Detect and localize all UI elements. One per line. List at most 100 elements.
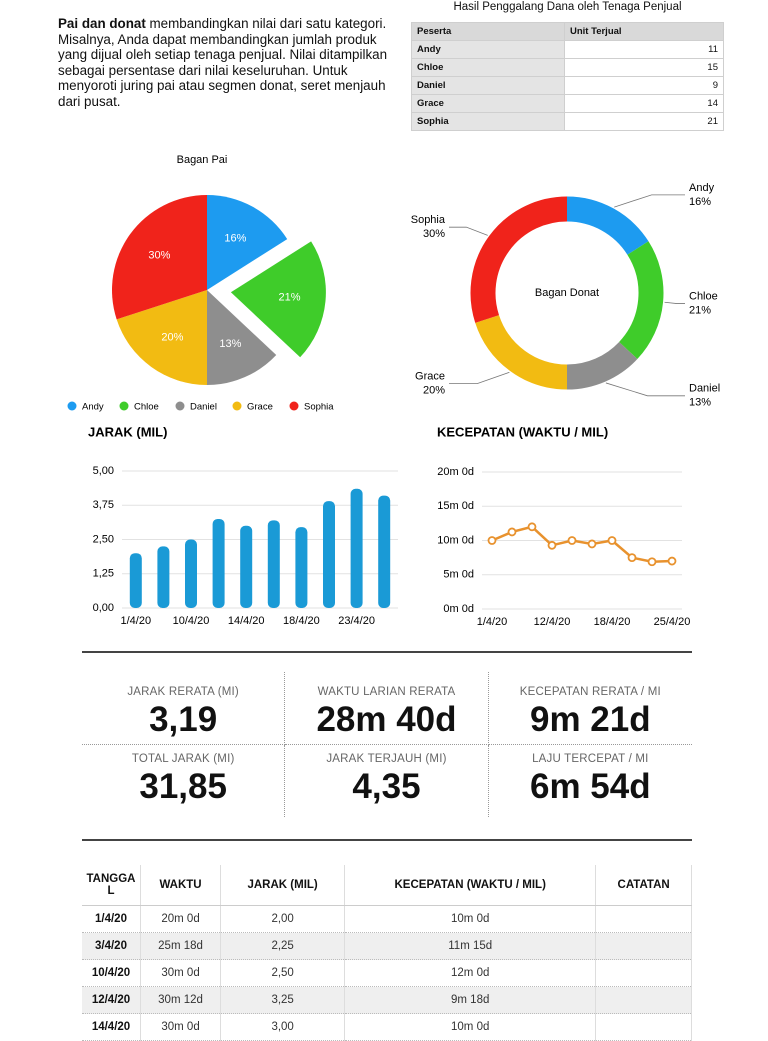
header-cell: JARAK (MIL) — [220, 865, 346, 906]
notes-cell — [595, 959, 692, 987]
table-title: Hasil Penggalang Dana oleh Tenaga Penjua… — [453, 1, 682, 13]
bar — [267, 520, 280, 608]
header-row: Peserta Unit Terjual — [411, 22, 724, 41]
pie-slice — [111, 195, 207, 320]
legend-label: Andy — [82, 402, 104, 413]
leader-line — [664, 301, 685, 304]
stat-label: KECEPATAN RERATA / MI — [519, 686, 661, 698]
pie-slice — [207, 290, 277, 385]
x-tick-label: 25/4/20 — [654, 616, 691, 628]
intro-text: membandingkan nilai dari satu kategori. … — [58, 16, 388, 109]
cell: 3,00 — [220, 1013, 346, 1041]
x-tick-label: 18/4/20 — [594, 616, 631, 628]
segment-label: 16% — [689, 196, 711, 208]
cell: 10m 0d — [344, 1013, 597, 1041]
x-tick-label: 1/4/20 — [121, 615, 152, 627]
segment-name: Andy — [689, 182, 715, 194]
stat-label: JARAK TERJAUH (MI) — [326, 753, 447, 765]
bar — [157, 546, 170, 608]
stat-label: JARAK RERATA (MI) — [127, 686, 239, 698]
bar — [240, 525, 253, 608]
cell: 2,25 — [220, 932, 346, 960]
segment-name: Chloe — [689, 290, 718, 302]
slice-label: 13% — [219, 338, 241, 350]
stat-value: 9m 21d — [530, 700, 651, 739]
row: 14/4/20 30m 0d 3,00 10m 0d — [82, 1013, 692, 1041]
divider — [82, 839, 692, 841]
cell: 25m 18d — [140, 932, 222, 960]
line-point — [627, 553, 637, 563]
segment-label: 20% — [423, 385, 445, 397]
cell: 2,00 — [220, 905, 346, 933]
stat-label: LAJU TERCEPAT / MI — [532, 753, 649, 765]
slice-label: 21% — [279, 292, 301, 304]
cell: 12m 0d — [344, 959, 597, 987]
y-tick-label: 15m 0d — [437, 500, 474, 512]
slice-label: 20% — [161, 332, 183, 344]
stat-label: TOTAL JARAK (MI) — [131, 753, 235, 765]
pie-slice — [207, 195, 288, 290]
header-cell: KECEPATAN (WAKTU / MIL) — [344, 865, 597, 906]
name-cell: Sophia — [411, 112, 565, 131]
cell: 10/4/20 — [82, 959, 141, 987]
y-tick-label: 0m 0d — [443, 603, 474, 615]
stat-label: WAKTU LARIAN RERATA — [317, 686, 456, 698]
stat-value: 31,85 — [139, 767, 227, 806]
segment-name: Sophia — [411, 214, 446, 226]
line-point — [667, 556, 677, 566]
x-tick-label: 12/4/20 — [534, 616, 571, 628]
cell: 3,25 — [220, 986, 346, 1014]
bar — [295, 527, 308, 608]
leader-line — [605, 382, 685, 397]
y-tick-label: 5m 0d — [443, 569, 474, 581]
line-point — [547, 540, 557, 550]
stat: KECEPATAN RERATA / MI 9m 21d — [488, 672, 692, 745]
notes-cell — [595, 1013, 692, 1041]
charts: Bagan Pai 16% 21% 13% 20% 30% Andy Chloe Daniel G… — [67, 154, 720, 628]
cell: 30m 0d — [140, 1013, 222, 1041]
line-point — [567, 536, 577, 545]
bar — [350, 488, 363, 608]
cell: 1/4/20 — [82, 905, 141, 933]
segment-name: Grace — [415, 371, 445, 383]
cell: 14/4/20 — [82, 1013, 141, 1041]
legend-marker — [232, 401, 242, 411]
y-tick-label: 1,25 — [93, 568, 114, 580]
chart-title: JARAK (MIL) — [88, 424, 167, 439]
y-tick-label: 10m 0d — [437, 534, 474, 546]
row: 10/4/20 30m 0d 2,50 12m 0d — [82, 959, 692, 987]
legend-marker — [289, 401, 299, 411]
line-point — [507, 527, 517, 537]
log-table: TANGGAL WAKTU JARAK (MIL) KECEPATAN (WAKTU … — [82, 865, 692, 1041]
line-point — [527, 522, 537, 532]
legend-marker — [67, 401, 77, 411]
cell: 20m 0d — [140, 905, 222, 933]
legend-label: Sophia — [304, 402, 334, 413]
intro-lead: Pai dan donat — [58, 16, 146, 31]
slice-label: 30% — [148, 249, 170, 261]
value-cell: 21 — [564, 112, 724, 131]
cell: 10m 0d — [344, 905, 597, 933]
y-tick-label: 3,75 — [93, 499, 114, 511]
stat-value: 6m 54d — [530, 767, 651, 806]
bar — [212, 518, 225, 608]
line-point — [647, 557, 657, 567]
legend-label: Daniel — [190, 402, 217, 413]
header-cell: WAKTU — [140, 865, 222, 906]
x-tick-label: 1/4/20 — [477, 616, 508, 628]
leader-line — [614, 194, 685, 208]
row: Andy 11 — [411, 40, 724, 59]
row: Chloe 15 — [411, 58, 724, 77]
line-point — [607, 536, 617, 545]
segment-label: 30% — [423, 228, 445, 240]
segment-label: 13% — [689, 397, 711, 409]
header-cell: Peserta — [411, 22, 565, 41]
x-tick-label: 23/4/20 — [338, 615, 375, 627]
stat: LAJU TERCEPAT / MI 6m 54d — [489, 745, 692, 817]
stat-value: 3,19 — [149, 700, 218, 739]
sales-table: Peserta Unit Terjual Andy 11 Chloe 15 Daniel 9 G… — [411, 22, 724, 131]
line-point — [587, 539, 597, 549]
row: Daniel 9 — [411, 76, 724, 95]
segment-name: Daniel — [689, 383, 720, 395]
bar — [378, 495, 391, 608]
